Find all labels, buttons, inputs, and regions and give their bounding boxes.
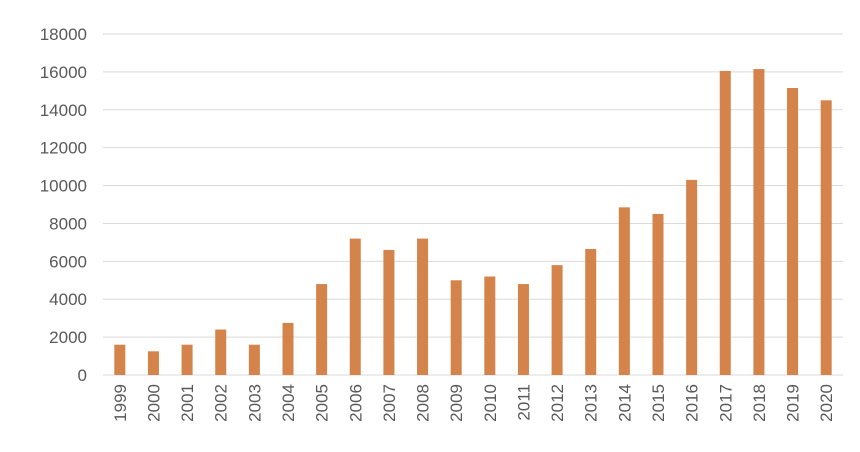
bar-2002 [215,329,227,375]
bar-2004 [282,322,294,375]
bar-1999 [114,344,126,375]
bar-2009 [450,280,462,375]
y-axis-ticks: 0 2000 4000 6000 8000 10000 12000 14000 16000 180… [40,25,87,385]
bar-2012 [551,265,563,375]
x-axis-ticks: 1999 2000 2001 2002 2003 2004 2005 2006 2007 2008… [111,384,836,422]
bar-2014 [618,207,630,375]
bars [114,69,832,376]
x-tick-label: 2008 [414,384,433,422]
grid-lines [103,33,843,376]
y-tick-label: 10000 [40,177,87,196]
bar-2013 [585,249,597,375]
x-tick-label: 2004 [279,384,298,422]
x-tick-label: 2007 [380,384,399,422]
x-tick-label: 2018 [750,384,769,422]
bar-2010 [484,276,496,375]
x-tick-label: 2005 [313,384,332,422]
bar-2019 [787,87,799,375]
y-tick-label: 14000 [40,101,87,120]
x-tick-label: 2001 [178,384,197,422]
x-tick-label: 2006 [346,384,365,422]
bar-2018 [753,69,765,375]
x-tick-label: 2011 [514,384,533,421]
y-tick-label: 8000 [49,214,87,233]
x-tick-label: 2000 [144,384,163,422]
x-tick-label: 1999 [111,384,130,422]
bar-2001 [181,344,193,375]
y-tick-label: 2000 [49,328,87,347]
bar-2005 [316,284,328,375]
bar-2006 [349,238,361,375]
y-tick-label: 18000 [40,25,87,44]
x-tick-label: 2013 [582,384,601,422]
x-tick-label: 2019 [784,384,803,422]
x-tick-label: 2012 [548,384,567,422]
bar-2008 [417,238,429,375]
y-tick-label: 6000 [49,252,87,271]
x-tick-label: 2009 [447,384,466,422]
x-tick-label: 2016 [683,384,702,422]
x-tick-label: 2010 [481,384,500,422]
y-tick-label: 0 [78,366,87,385]
y-tick-label: 12000 [40,139,87,158]
y-tick-label: 16000 [40,63,87,82]
x-tick-label: 2020 [817,384,836,422]
x-tick-label: 2003 [245,384,264,422]
y-tick-label: 4000 [49,290,87,309]
bar-2016 [686,179,698,375]
bar-2011 [517,284,529,375]
bar-2007 [383,249,395,375]
bar-2017 [719,70,731,376]
bar-2003 [248,344,260,375]
x-tick-label: 2002 [212,384,231,422]
bar-2015 [652,213,664,375]
bar-2000 [147,351,159,375]
x-tick-label: 2014 [615,384,634,422]
x-tick-label: 2017 [716,384,735,422]
x-tick-label: 2015 [649,384,668,422]
bar-2020 [820,100,832,376]
